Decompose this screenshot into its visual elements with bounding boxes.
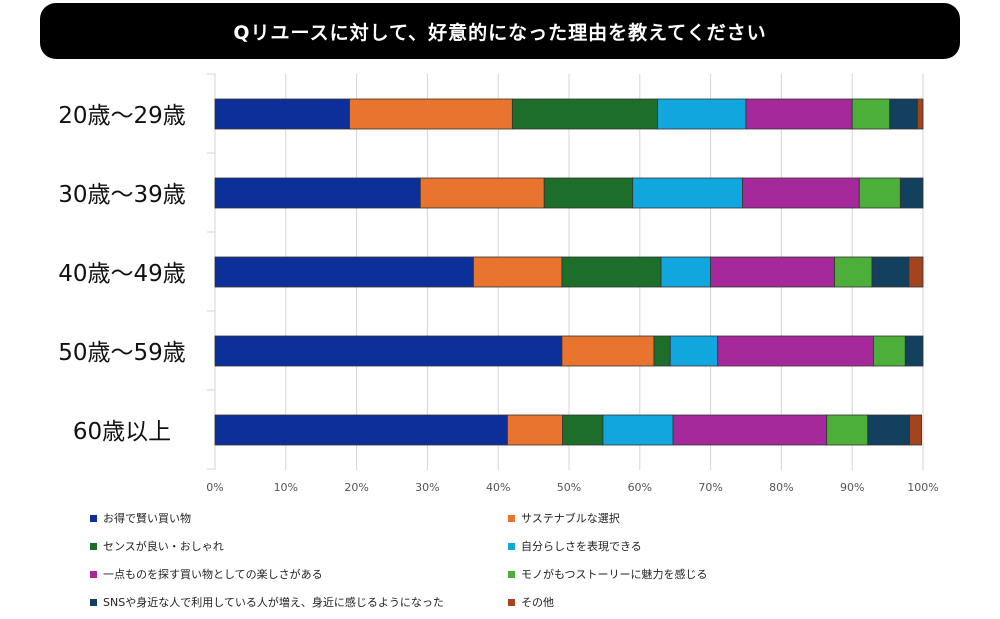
category-label: 30歳～39歳: [58, 182, 186, 208]
x-tick-label: 60%: [628, 481, 652, 494]
legend-item: 一点ものを探す買い物としての楽しさがある: [90, 566, 323, 582]
legend-swatch: [90, 514, 97, 522]
bar-segment: [873, 335, 906, 367]
x-tick-label: 20%: [344, 481, 368, 494]
x-tick-label: 70%: [698, 481, 722, 494]
x-tick-label: 0%: [206, 481, 223, 494]
bar-segment: [632, 177, 743, 209]
x-tick-label: 90%: [840, 481, 864, 494]
legend-item: SNSや身近な人で利用している人が増え、身近に感じるようになった: [90, 594, 444, 610]
bar-segment: [507, 414, 564, 446]
legend-swatch: [508, 514, 515, 522]
bar-segment: [660, 256, 711, 288]
bar-segment: [669, 335, 719, 367]
bar-segment: [511, 98, 658, 130]
bar-segment: [717, 335, 874, 367]
bar-segment: [851, 98, 891, 130]
bar-segment: [867, 414, 910, 446]
legend-label: 自分らしさを表現できる: [521, 540, 642, 553]
bar-segment: [871, 256, 910, 288]
legend-item: お得で賢い買い物: [90, 510, 191, 526]
bar-segment: [657, 98, 747, 130]
bar-segment: [742, 177, 860, 209]
x-tick-label: 50%: [557, 481, 581, 494]
x-tick-label: 80%: [769, 481, 793, 494]
legend-label: お得で賢い買い物: [103, 512, 191, 525]
bar-segment: [214, 335, 563, 367]
category-label: 60歳以上: [73, 419, 171, 445]
bar-segment: [349, 98, 513, 130]
bar-segment: [916, 98, 924, 130]
bar-segment: [889, 98, 918, 130]
bar-segment: [858, 177, 901, 209]
legend-label: センスが良い・おしゃれ: [103, 540, 224, 553]
bar-segment: [562, 414, 604, 446]
legend-item: センスが良い・おしゃれ: [90, 538, 224, 554]
bar-segment: [214, 414, 508, 446]
category-label: 20歳～29歳: [58, 103, 186, 129]
x-tick-label: 30%: [415, 481, 439, 494]
legend-swatch: [90, 570, 97, 578]
bar-segment: [909, 414, 922, 446]
chart-title-bar: Qリユースに対して、好意的になった理由を教えてください: [40, 3, 960, 59]
x-tick-label: 100%: [907, 481, 938, 494]
bar-segment: [653, 335, 671, 367]
legend-swatch: [508, 542, 515, 550]
legend-label: その他: [521, 596, 554, 609]
legend-label: サステナブルな選択: [521, 512, 620, 525]
legend-item: その他: [508, 594, 554, 610]
category-label: 40歳～49歳: [58, 261, 186, 287]
bar-segment: [834, 256, 873, 288]
bar-segment: [904, 335, 924, 367]
legend-label: SNSや身近な人で利用している人が増え、身近に感じるようになった: [103, 596, 444, 609]
bar-segment: [214, 177, 421, 209]
bar-segment: [710, 256, 835, 288]
legend-swatch: [90, 542, 97, 550]
legend-item: モノがもつストーリーに魅力を感じる: [508, 566, 708, 582]
legend-swatch: [508, 598, 515, 606]
legend-item: 自分らしさを表現できる: [508, 538, 642, 554]
bar-segment: [214, 256, 474, 288]
chart-title: Qリユースに対して、好意的になった理由を教えてください: [233, 21, 767, 44]
bar-segment: [543, 177, 634, 209]
bar-segment: [899, 177, 924, 209]
x-tick-label: 10%: [274, 481, 298, 494]
legend-item: サステナブルな選択: [508, 510, 620, 526]
bar-segment: [908, 256, 924, 288]
bar-segment: [672, 414, 828, 446]
legend-swatch: [90, 598, 97, 606]
bar-segment: [561, 335, 655, 367]
bar-segment: [561, 256, 662, 288]
bar-segment: [419, 177, 545, 209]
bar-segment: [473, 256, 563, 288]
legend-label: モノがもつストーリーに魅力を感じる: [521, 568, 708, 581]
bar-segment: [602, 414, 674, 446]
bar-segment: [826, 414, 869, 446]
category-label: 50歳～59歳: [58, 340, 186, 366]
x-tick-label: 40%: [486, 481, 510, 494]
legend-swatch: [508, 570, 515, 578]
bar-segment: [745, 98, 853, 130]
bar-segment: [214, 98, 350, 130]
legend-label: 一点ものを探す買い物としての楽しさがある: [103, 568, 323, 581]
